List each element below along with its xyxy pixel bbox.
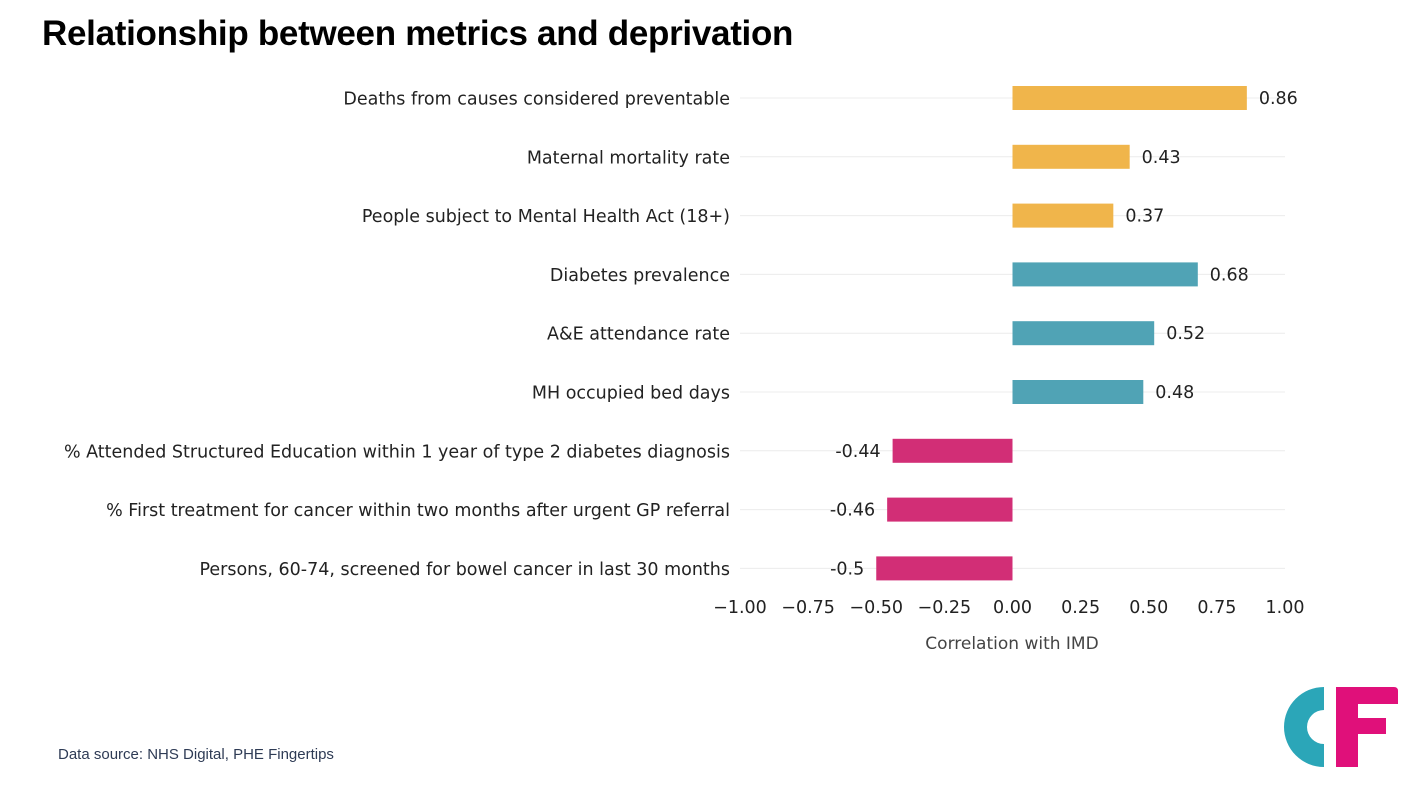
- bar: [876, 556, 1013, 581]
- value-labels: 0.86 0.43 0.37 0.68 0.52 0.48 -0.44 -0.46 -0.5: [830, 89, 1298, 579]
- correlation-bar-chart: Deaths from causes considered preventabl…: [64, 86, 1304, 654]
- bar: [1012, 144, 1130, 169]
- category-label: Deaths from causes considered preventabl…: [343, 90, 730, 110]
- value-label: 0.37: [1125, 207, 1164, 227]
- bars: [876, 86, 1247, 581]
- category-label: MH occupied bed days: [532, 384, 730, 404]
- logo-c-shape: [1284, 687, 1324, 767]
- value-label: 0.86: [1259, 89, 1298, 109]
- data-source-note: Data source: NHS Digital, PHE Fingertips: [58, 746, 334, 763]
- value-label: 0.52: [1166, 324, 1205, 344]
- category-label: People subject to Mental Health Act (18+…: [362, 207, 730, 227]
- x-tick-label: −0.75: [781, 598, 835, 618]
- bar: [1012, 262, 1198, 287]
- x-tick-label: 0.50: [1129, 598, 1168, 618]
- x-axis-label: Correlation with IMD: [925, 634, 1098, 654]
- bar: [1012, 380, 1144, 404]
- bar: [1012, 86, 1247, 110]
- page-title: Relationship between metrics and depriva…: [42, 14, 794, 53]
- x-axis-ticks: −1.00 −0.75 −0.50 −0.25 0.00 0.25 0.50 0.75 1.00: [713, 598, 1304, 618]
- bar: [887, 497, 1013, 522]
- bar: [1012, 203, 1114, 228]
- category-label: A&E attendance rate: [547, 325, 730, 345]
- value-label: -0.44: [835, 442, 880, 462]
- x-tick-label: 1.00: [1266, 598, 1305, 618]
- x-tick-label: −0.50: [849, 598, 903, 618]
- category-label: Maternal mortality rate: [527, 148, 730, 168]
- category-labels: Deaths from causes considered preventabl…: [64, 90, 730, 580]
- category-label: Persons, 60-74, screened for bowel cance…: [199, 560, 730, 580]
- bar: [1012, 321, 1155, 346]
- logo-f-shape: [1336, 687, 1398, 767]
- x-tick-label: 0.00: [993, 598, 1032, 618]
- x-tick-label: −1.00: [713, 598, 767, 618]
- x-tick-label: −0.25: [918, 598, 972, 618]
- x-tick-label: 0.25: [1061, 598, 1100, 618]
- category-label: % Attended Structured Education within 1…: [64, 442, 730, 462]
- value-label: 0.43: [1142, 148, 1181, 168]
- category-label: % First treatment for cancer within two …: [106, 501, 730, 521]
- value-label: -0.46: [830, 501, 875, 521]
- bar: [892, 438, 1013, 463]
- value-label: 0.48: [1155, 383, 1194, 403]
- cf-logo: [1284, 687, 1398, 767]
- x-tick-label: 0.75: [1197, 598, 1236, 618]
- category-label: Diabetes prevalence: [550, 266, 730, 286]
- value-label: -0.5: [830, 559, 864, 579]
- value-label: 0.68: [1210, 265, 1249, 285]
